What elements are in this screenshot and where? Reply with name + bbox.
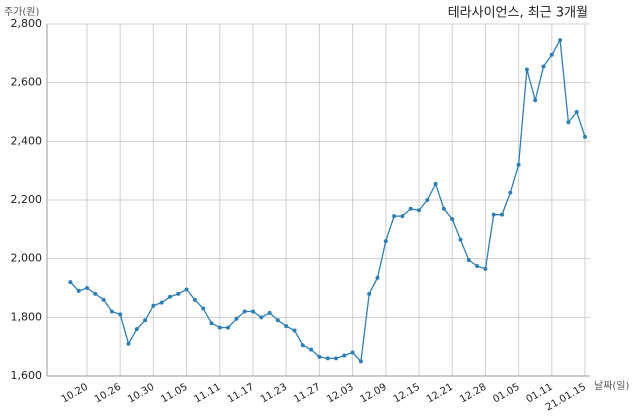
data-point xyxy=(259,315,264,320)
y-tick-label: 1,800 xyxy=(11,310,43,323)
data-point xyxy=(508,190,513,195)
data-point xyxy=(358,359,363,364)
chart-title: 테라사이언스, 최근 3개월 xyxy=(448,6,588,21)
x-tick-label: 12.15 xyxy=(392,382,422,406)
data-point xyxy=(392,214,397,219)
x-tick-label: 12.03 xyxy=(325,382,355,406)
data-point xyxy=(309,347,314,352)
data-point xyxy=(93,291,98,296)
data-point xyxy=(533,98,538,103)
data-point xyxy=(151,303,156,308)
x-tick-label: 11.05 xyxy=(159,382,189,406)
data-point xyxy=(134,327,139,332)
data-point xyxy=(118,312,123,317)
data-point xyxy=(425,198,430,202)
data-point xyxy=(192,297,197,302)
x-tick-label: 10.20 xyxy=(60,382,90,406)
data-point xyxy=(300,343,305,348)
data-point xyxy=(574,110,579,114)
data-point xyxy=(234,316,239,321)
data-point xyxy=(458,237,463,242)
data-point xyxy=(334,356,338,361)
x-tick-label: 10.30 xyxy=(126,382,156,406)
data-point xyxy=(325,356,330,361)
x-tick-label: 12.21 xyxy=(425,382,455,406)
data-point xyxy=(317,354,322,359)
data-point xyxy=(251,309,255,314)
y-tick-label: 1,600 xyxy=(11,369,43,382)
series-line xyxy=(69,38,586,363)
data-point xyxy=(417,208,421,213)
data-point xyxy=(549,52,554,57)
data-point xyxy=(483,266,488,271)
data-point xyxy=(217,325,222,330)
data-point xyxy=(400,214,405,219)
y-axis-label: 주가(원) xyxy=(4,6,40,18)
data-point xyxy=(408,206,413,211)
y-tick-label: 2,600 xyxy=(11,76,43,89)
data-point xyxy=(500,212,504,217)
data-point xyxy=(226,325,231,330)
data-point xyxy=(101,297,106,302)
data-point xyxy=(367,291,372,296)
data-point xyxy=(466,258,471,263)
data-point xyxy=(143,318,148,323)
data-point xyxy=(242,309,247,314)
data-point xyxy=(267,310,272,315)
x-tick-label: 11.23 xyxy=(259,382,289,406)
data-point xyxy=(209,321,214,326)
data-point xyxy=(76,288,81,293)
y-tick-label: 2,200 xyxy=(11,193,43,206)
y-tick-label: 2,800 xyxy=(11,17,43,30)
data-point xyxy=(524,67,529,72)
y-tick-label: 2,400 xyxy=(11,134,43,147)
data-point xyxy=(342,353,347,358)
x-tick-label: 11.27 xyxy=(292,382,322,406)
data-point xyxy=(85,286,89,290)
data-point xyxy=(350,350,355,355)
data-point xyxy=(284,324,289,329)
x-axis-label: 날짜(일) xyxy=(594,380,630,392)
data-point xyxy=(375,275,380,280)
data-point xyxy=(450,217,455,222)
x-tick-label: 12.09 xyxy=(358,382,388,406)
data-point xyxy=(566,120,571,125)
y-tick-label: 2,000 xyxy=(11,252,43,265)
x-tick-label: 01.05 xyxy=(491,382,521,406)
data-point xyxy=(275,318,280,323)
data-point xyxy=(109,309,114,314)
x-tick-label: 12.28 xyxy=(458,382,488,406)
data-point xyxy=(159,300,164,305)
data-point xyxy=(433,181,438,186)
data-point xyxy=(541,64,546,69)
data-point xyxy=(491,212,496,217)
data-point xyxy=(292,328,297,333)
data-point xyxy=(126,341,131,346)
data-point xyxy=(583,134,587,139)
x-tick-label: 11.17 xyxy=(226,382,256,406)
x-tick-label: 11.11 xyxy=(192,382,222,406)
data-point xyxy=(441,206,446,211)
x-tick-label: 10.26 xyxy=(93,382,123,406)
data-point xyxy=(475,264,480,268)
data-point xyxy=(68,280,73,285)
data-point xyxy=(176,291,181,296)
data-point xyxy=(383,239,388,244)
data-point xyxy=(184,287,189,292)
data-point xyxy=(201,306,206,311)
data-point xyxy=(558,38,563,43)
data-point xyxy=(516,162,521,167)
data-point xyxy=(168,294,172,299)
